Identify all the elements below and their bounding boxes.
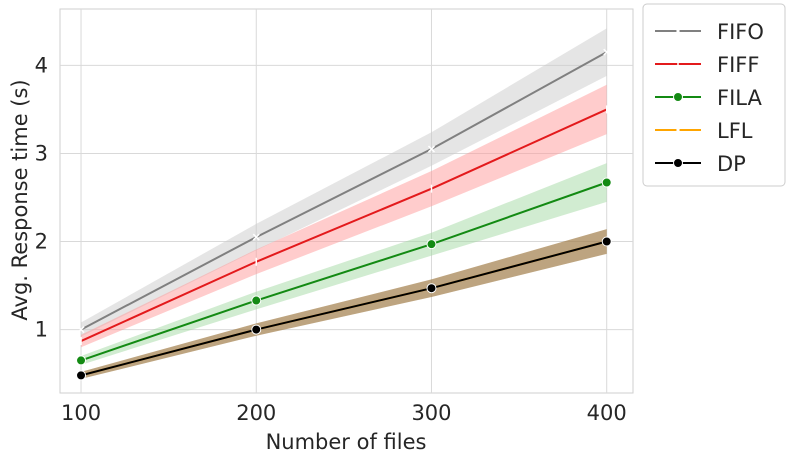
y-tick-label: 1 <box>35 318 48 342</box>
legend-label: FIFO <box>717 20 764 44</box>
data-point-fila <box>426 239 437 250</box>
legend-box <box>642 3 786 187</box>
data-point-fila <box>76 355 87 366</box>
data-point-fifo <box>252 233 260 241</box>
x-tick-label: 400 <box>587 401 627 425</box>
plot-area <box>59 8 634 394</box>
y-tick-label: 2 <box>35 230 48 254</box>
series-line-fifo <box>80 51 608 331</box>
legend-label: FIFF <box>717 53 759 77</box>
data-point-fila <box>601 177 612 188</box>
x-tick-label: 200 <box>236 401 276 425</box>
x-axis-ticks: 100 200 300 400 <box>61 401 627 425</box>
legend-label: FILA <box>717 86 762 110</box>
y-axis-label: Avg. Response time (s) <box>8 79 32 320</box>
legend-entry-fifo: FIFO <box>655 20 764 44</box>
data-point-fila <box>251 295 262 306</box>
legend-entry-dp: DP <box>655 152 746 176</box>
legend-label: DP <box>717 152 746 176</box>
y-axis-ticks: 1 2 3 4 <box>35 53 48 341</box>
confidence-band-fila <box>81 163 607 365</box>
series-line-fiff <box>80 108 608 342</box>
y-tick-label: 4 <box>35 53 48 77</box>
data-point-fifo <box>77 326 85 334</box>
data-point-dp <box>251 324 262 335</box>
x-axis-label: Number of files <box>266 430 427 454</box>
legend-entry-fiff: FIFF <box>655 53 759 77</box>
legend-entry-lfl: LFL <box>655 119 753 143</box>
legend-label: LFL <box>717 119 753 143</box>
series-line-fila <box>80 181 608 362</box>
data-point-fifo <box>427 145 436 153</box>
x-tick-label: 300 <box>411 401 451 425</box>
x-tick-label: 100 <box>61 401 101 425</box>
data-point-dp <box>426 283 437 294</box>
legend-entry-fila: FILA <box>655 86 762 110</box>
data-point-dp <box>76 370 87 381</box>
legend: FIFO FIFF FILA LFL DP <box>642 3 786 187</box>
data-point-dp <box>601 236 612 247</box>
series-line-dp <box>80 240 607 377</box>
y-tick-label: 3 <box>35 141 48 165</box>
data-point-fifo <box>603 48 611 56</box>
